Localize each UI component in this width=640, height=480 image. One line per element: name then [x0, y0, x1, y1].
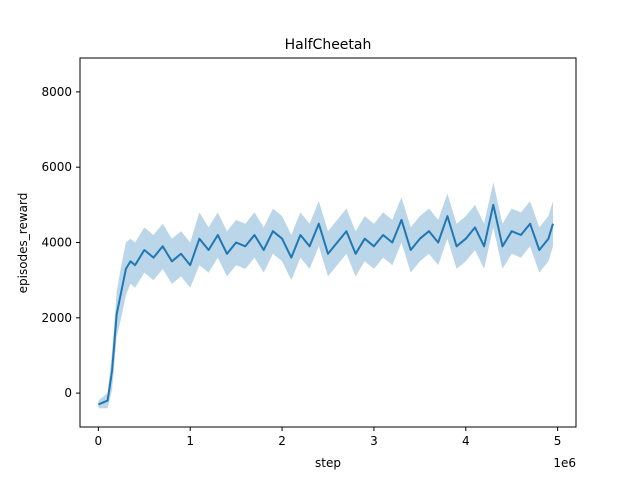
axes: 0 1 2 3 4 5 0 2000 4000 6000 8000 [41, 57, 577, 448]
x-axis-label: step [315, 456, 341, 470]
plot-area [98, 182, 554, 409]
x-tick-label: 5 [554, 434, 562, 448]
x-axis-offset-label: 1e6 [553, 456, 576, 470]
chart-title: HalfCheetah [285, 37, 372, 53]
y-axis-label: episodes_reward [16, 193, 30, 294]
x-tick-label: 3 [370, 434, 378, 448]
y-tick-label: 8000 [41, 85, 72, 99]
y-tick-label: 0 [64, 386, 72, 400]
x-tick-label: 0 [95, 434, 103, 448]
x-tick-label: 2 [278, 434, 286, 448]
y-tick-label: 4000 [41, 236, 72, 250]
y-tick-label: 2000 [41, 311, 72, 325]
x-tick-label: 4 [462, 434, 470, 448]
x-tick-label: 1 [186, 434, 194, 448]
series-line [98, 203, 554, 406]
y-tick-label: 6000 [41, 160, 72, 174]
